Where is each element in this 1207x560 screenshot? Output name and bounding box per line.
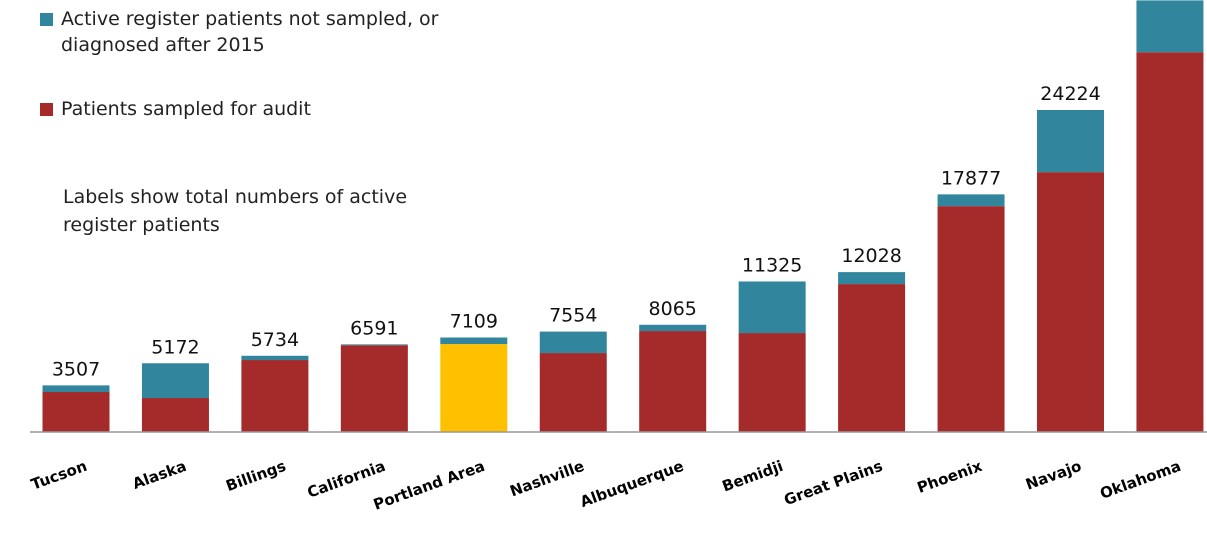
total-label: 8065 [649,298,697,320]
bar-segment [738,281,806,334]
total-label: 5734 [251,329,299,351]
bar-segment [42,392,110,432]
bar-segment [340,345,408,432]
total-label: 24224 [1040,83,1100,105]
legend-item: Patients sampled for audit [40,96,501,122]
bar-segment [539,353,607,432]
x-tick-label: Great Plains [782,457,885,509]
total-label: 11325 [742,254,802,276]
legend-label: Patients sampled for audit [61,98,311,120]
bar-segment [1037,172,1104,432]
bar-segment [340,344,408,346]
x-tick-label: Oklahoma [1098,457,1184,503]
bar-segment [1037,110,1104,173]
bar-segment [838,284,906,432]
x-tick-label: Nashville [507,457,586,500]
total-label: 7554 [549,305,597,327]
x-tick-label: Portland Area [371,457,487,514]
legend-swatch [40,13,53,26]
bar-segment [639,324,707,332]
legend-swatch [40,103,53,116]
total-label: 12028 [841,245,901,267]
bar-segment [141,398,209,432]
x-tick-label: Alaska [130,457,189,493]
bar-segment [937,206,1005,432]
x-tick-label: Albuquerque [578,457,686,511]
bar-segment [838,272,906,285]
bar-segment [241,360,309,432]
bar-segment [1136,0,1204,53]
total-label: 3507 [52,358,100,380]
total-label: 6591 [350,317,398,339]
total-label: 5172 [151,336,199,358]
x-tick-label: Billings [224,457,289,495]
bar-segment [539,331,607,354]
bar-segment [241,355,309,361]
legend-label: Active register patients not sampled, or… [61,8,439,56]
x-tick-label: Phoenix [915,457,985,497]
total-label: 17877 [941,167,1001,189]
x-tick-label: Navajo [1023,457,1084,494]
bar-segment [141,363,209,399]
bar-segment [42,385,110,393]
bar-segment [1136,52,1204,433]
bar-segment [440,344,508,432]
bar-segment [639,331,707,432]
bar-segment [937,194,1005,207]
bar-segment [440,337,508,345]
legend-item: Active register patients not sampled, or… [40,6,501,58]
annotation: Labels show total numbers of active regi… [63,186,408,236]
x-tick-label: Bemidji [720,457,786,496]
total-label: 7109 [450,311,498,333]
x-tick-label: Tucson [29,457,90,494]
bar-segment [738,333,806,432]
